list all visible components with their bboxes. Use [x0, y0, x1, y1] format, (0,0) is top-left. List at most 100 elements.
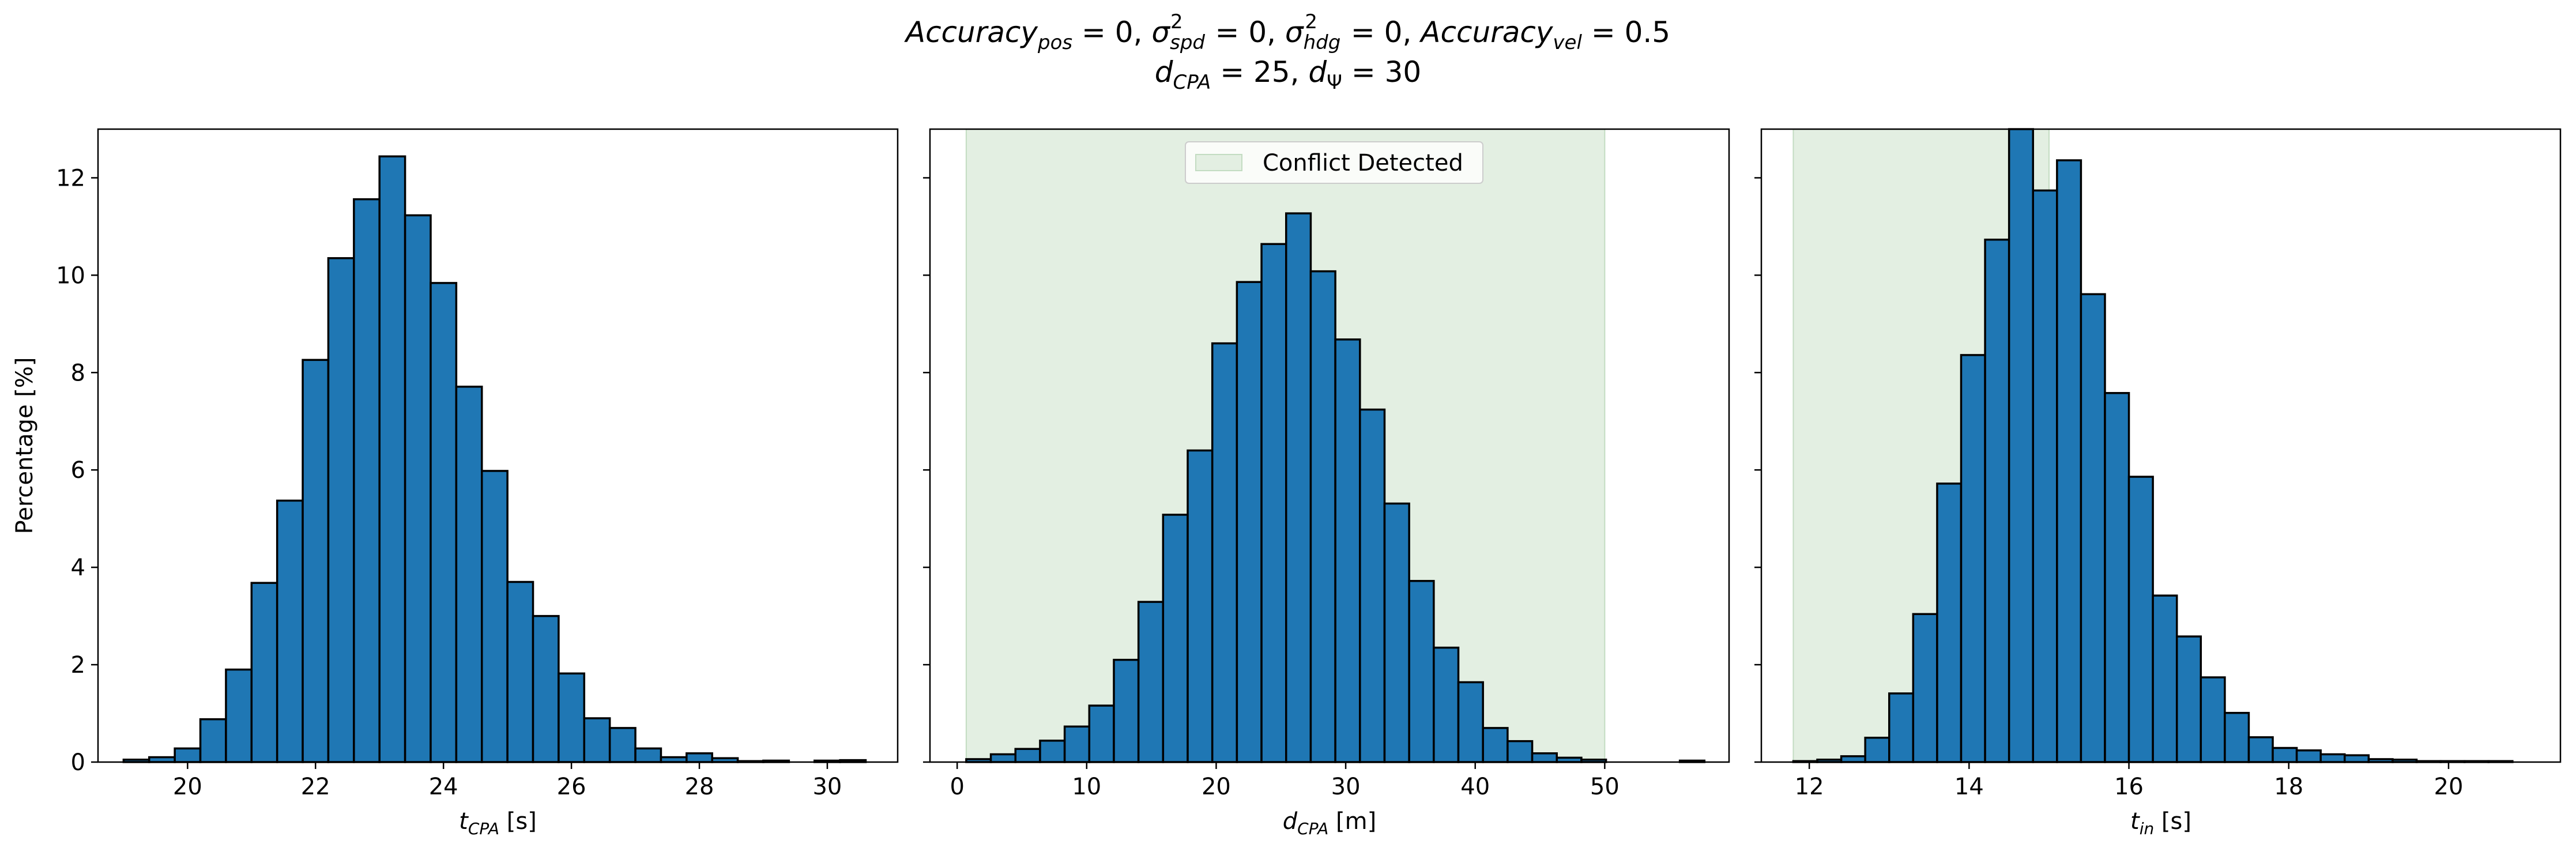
histogram-bar: [250, 582, 278, 763]
histogram-bar: [199, 718, 227, 763]
histogram-bar: [2319, 753, 2346, 763]
histogram-bar: [1840, 755, 1866, 763]
histogram-bar: [2175, 635, 2202, 763]
histogram-bar: [2247, 736, 2274, 763]
histogram-bar: [686, 752, 713, 763]
y-tick-label: 4: [71, 555, 85, 581]
histogram-bar: [1187, 449, 1214, 763]
histogram-bar: [532, 615, 560, 763]
histogram-bar: [1113, 658, 1140, 763]
histogram-bar: [1014, 748, 1041, 763]
histogram-bar: [1507, 740, 1534, 763]
histogram-bar: [2008, 128, 2034, 763]
x-tick-label: 20: [173, 774, 202, 800]
histogram-bar: [148, 756, 176, 763]
histogram-bar: [276, 499, 304, 763]
histogram-bar: [1285, 212, 1312, 763]
histogram-bar: [1457, 681, 1484, 763]
histogram-bar: [1383, 502, 1410, 763]
histogram-bar: [1864, 737, 1890, 763]
histogram-panel-dcpa: 0 10 20 30 40 50 dCPA [m] Conflict Detected: [923, 128, 1730, 838]
histogram-bar: [2152, 594, 2178, 763]
histogram-bar: [2344, 754, 2370, 763]
histogram-bar: [2104, 392, 2130, 763]
y-tick-label: 8: [71, 360, 85, 386]
bars: [1792, 128, 2514, 763]
histogram-bar: [2200, 676, 2226, 763]
histogram-bar: [302, 359, 330, 763]
histogram-bar: [404, 214, 432, 763]
histogram-bar: [2295, 749, 2322, 763]
title-line-1: Accuracypos = 0, σspd2 = 0, σhdg2 = 0, A…: [904, 10, 1670, 54]
histogram-bar: [225, 668, 253, 763]
histogram-bar: [353, 198, 381, 763]
histogram-bar: [1039, 740, 1066, 763]
x-tick-label: 14: [1954, 774, 1984, 800]
histogram-bar: [1936, 482, 1963, 763]
histogram-bar: [1088, 704, 1115, 763]
histogram-bar: [1309, 270, 1336, 763]
histogram-bar: [2080, 293, 2106, 763]
x-axis-label: tin [s]: [2130, 808, 2191, 838]
x-tick-label: 24: [429, 774, 458, 800]
histogram-bar: [1984, 238, 2010, 763]
histogram-bar: [455, 386, 483, 763]
x-tick-label: 40: [1460, 774, 1490, 800]
x-tick-label: 22: [301, 774, 330, 800]
histogram-bar: [989, 753, 1017, 763]
histogram-bar: [1211, 342, 1238, 763]
x-tick-label: 26: [557, 774, 586, 800]
y-axis-label: Percentage [%]: [12, 357, 38, 534]
histogram-bar: [1912, 613, 1938, 763]
x-tick-label: 30: [812, 774, 842, 800]
x-tick-label: 0: [950, 774, 964, 800]
histogram-bar: [1137, 601, 1165, 763]
x-tick-label: 28: [685, 774, 714, 800]
x-axis-label: tCPA [s]: [459, 808, 537, 838]
x-tick-label: 20: [2434, 774, 2464, 800]
histogram-bar: [1063, 725, 1091, 763]
axes-frame: [97, 128, 899, 763]
histogram-bar: [1236, 281, 1263, 763]
y-tick-label: 2: [71, 652, 85, 678]
histogram-bar: [1260, 243, 1287, 763]
histogram-bar: [174, 747, 202, 763]
histogram-bar: [634, 747, 662, 763]
histogram-bar: [2272, 747, 2298, 763]
bars: [965, 212, 1706, 763]
y-tick-label: 10: [56, 262, 85, 289]
axes-frame: [1760, 128, 2562, 763]
histogram-bar: [1433, 646, 1460, 763]
legend-box: [1185, 141, 1483, 184]
histogram-bar: [506, 580, 534, 763]
y-tick-label: 0: [71, 749, 85, 776]
bars: [122, 155, 867, 763]
histogram-panel-tin: 12 14 16 18 20 tin [s]: [1754, 128, 2562, 838]
histogram-bar: [1359, 408, 1386, 763]
x-tick-label: 50: [1590, 774, 1620, 800]
histogram-bar: [2032, 189, 2058, 763]
histogram-bar: [608, 727, 637, 763]
histogram-bar: [1408, 580, 1435, 763]
x-axis-label: dCPA [m]: [1283, 808, 1376, 838]
histogram-bar: [378, 155, 406, 763]
histogram-bar: [660, 756, 688, 763]
histogram-bar: [1888, 692, 1915, 763]
y-tick-label: 6: [71, 457, 85, 484]
x-tick-label: 30: [1331, 774, 1361, 800]
figure-title: Accuracypos = 0, σspd2 = 0, σhdg2 = 0, A…: [904, 10, 1670, 94]
legend: Conflict Detected: [1185, 141, 1483, 184]
x-tick-label: 10: [1072, 774, 1101, 800]
histogram-bar: [2224, 711, 2250, 763]
histogram-bar: [2127, 476, 2154, 763]
histogram-bar: [327, 257, 355, 763]
x-tick-label: 20: [1202, 774, 1231, 800]
axes-frame: [929, 128, 1730, 763]
x-tick-label: 16: [2114, 774, 2144, 800]
x-tick-label: 12: [1795, 774, 1824, 800]
histogram-bar: [1482, 727, 1509, 763]
legend-label: Conflict Detected: [1263, 150, 1463, 176]
histogram-bar: [558, 672, 586, 763]
